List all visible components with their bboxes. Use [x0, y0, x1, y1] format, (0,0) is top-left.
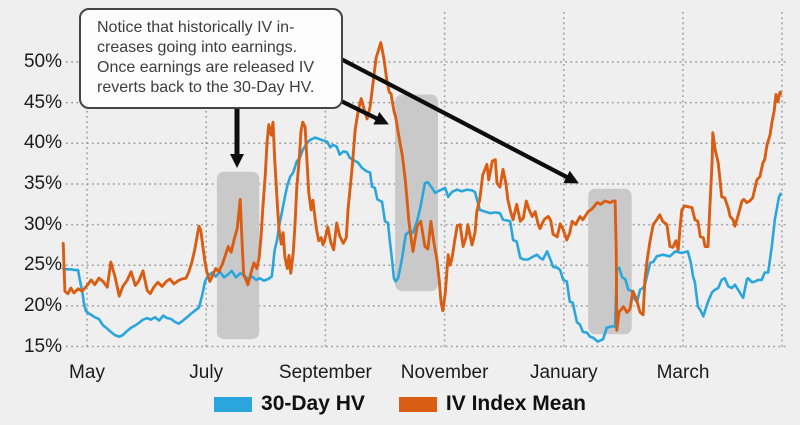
- y-tick-50: 50%: [23, 51, 62, 73]
- x-tick-november: November: [400, 362, 489, 383]
- series-30-day-hv: [61, 136, 783, 343]
- y-tick-30: 30%: [23, 213, 62, 235]
- y-tick-40: 40%: [23, 132, 62, 154]
- legend: 30-Day HV IV Index Mean: [0, 392, 800, 416]
- annotation-arrow-3: [340, 57, 579, 184]
- x-tick-march: March: [656, 362, 710, 383]
- legend-item-30-day-hv: 30-Day HV: [214, 392, 365, 416]
- y-tick-20: 20%: [23, 294, 62, 316]
- y-tick-15: 15%: [23, 335, 62, 357]
- earnings-highlight-band: [588, 188, 632, 335]
- legend-swatch-hv: [214, 396, 253, 412]
- series-iv-index-mean: [61, 41, 783, 332]
- earnings-highlight-band: [216, 171, 260, 340]
- y-tick-35: 35%: [23, 172, 62, 194]
- x-tick-may: May: [69, 362, 105, 383]
- x-tick-september: September: [278, 362, 372, 383]
- annotation-arrow-2: [340, 99, 389, 125]
- legend-label-hv: 30-Day HV: [261, 392, 365, 415]
- annotation-box: Notice that historically IV in- creases …: [79, 8, 343, 109]
- y-tick-45: 45%: [23, 91, 62, 113]
- legend-swatch-iv: [398, 396, 437, 412]
- y-tick-25: 25%: [23, 254, 62, 276]
- x-tick-january: January: [529, 362, 598, 383]
- legend-label-iv: IV Index Mean: [445, 392, 586, 415]
- x-tick-july: July: [189, 362, 224, 383]
- legend-item-iv-index-mean: IV Index Mean: [398, 392, 586, 416]
